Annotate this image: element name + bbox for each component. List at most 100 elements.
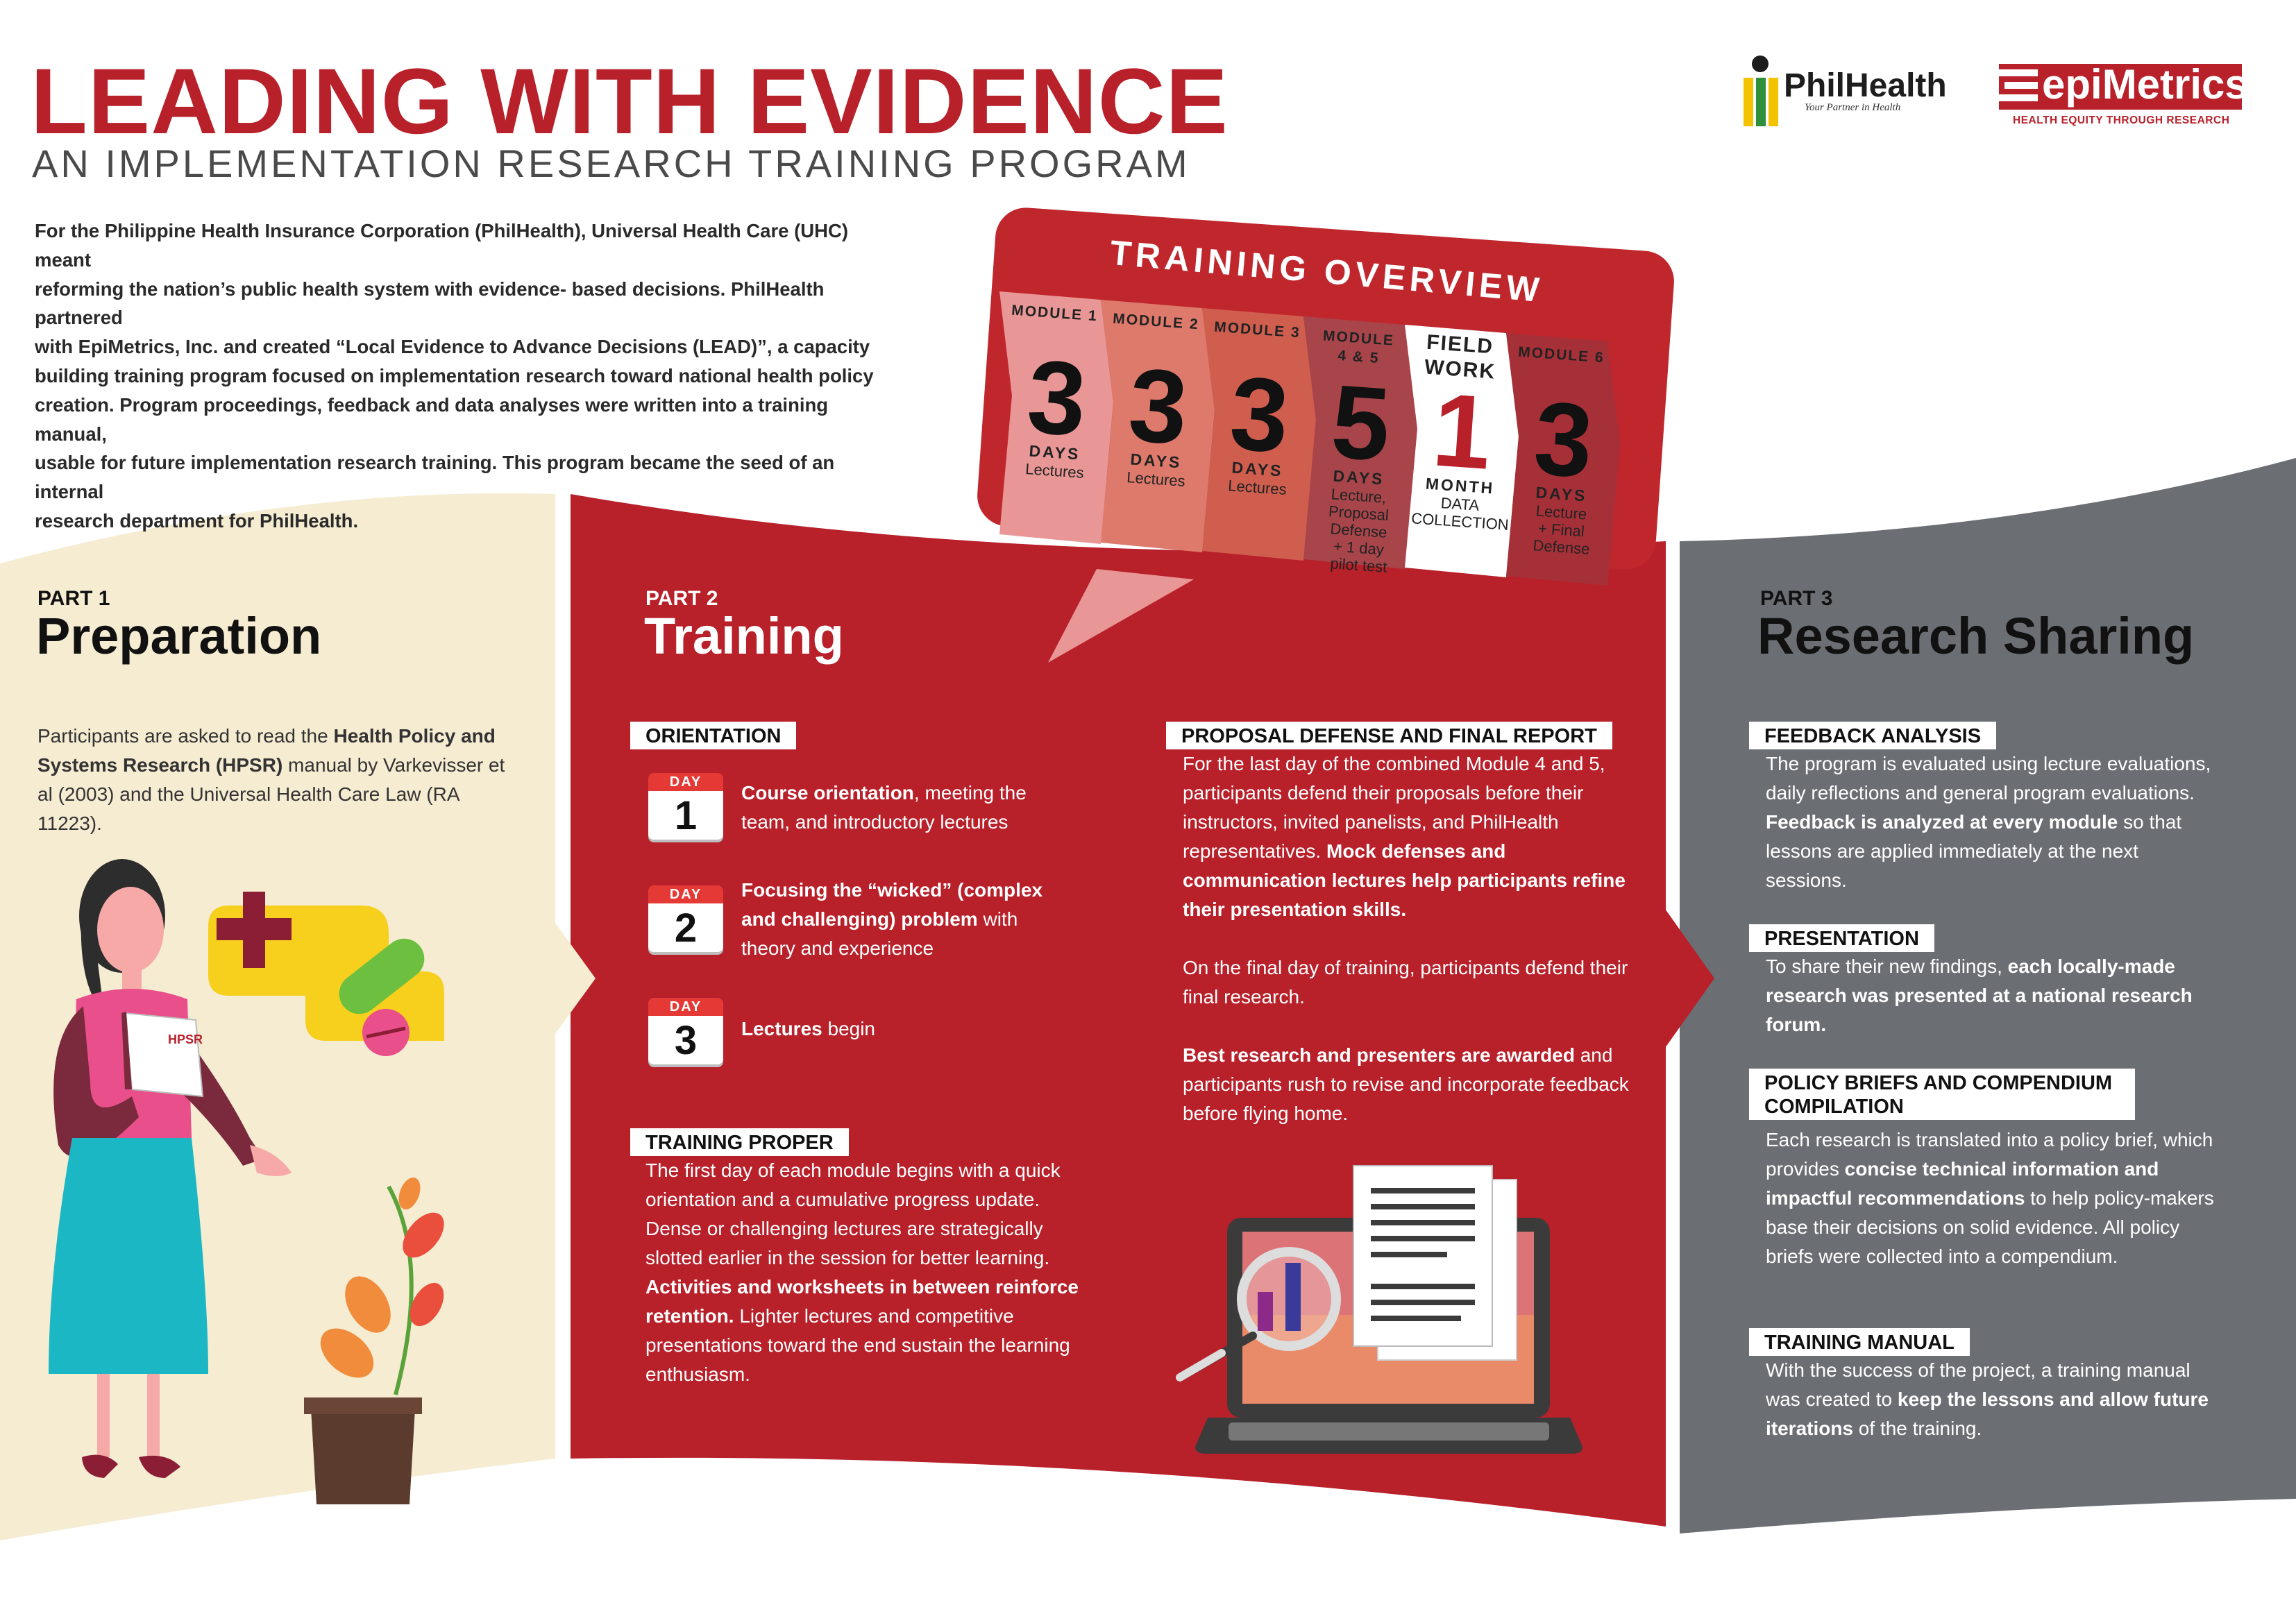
orientation-heading-text: ORIENTATION xyxy=(630,722,797,749)
training-manual-rich: With the success of the project, a train… xyxy=(1766,1359,2209,1439)
module-desc: Defense xyxy=(1533,536,1590,558)
calendar-icon: DAY 2 xyxy=(648,885,723,953)
calendar-day-word: DAY xyxy=(648,773,723,791)
module-desc: Lecture xyxy=(1535,502,1587,522)
proposal-heading-text: PROPOSAL DEFENSE AND FINAL REPORT xyxy=(1166,722,1612,749)
page-subtitle: AN IMPLEMENTATION RESEARCH TRAINING PROG… xyxy=(32,142,1190,185)
text-run: , meeting the team, and introductory lec… xyxy=(741,782,1027,833)
epimetrics-logo-text: epiMetrics xyxy=(2042,61,2248,108)
module-number: 3 xyxy=(1024,337,1090,457)
text-run: For the last day of the combined Module … xyxy=(1183,753,1605,862)
bold-text-run: Mock defenses and communication lectures… xyxy=(1183,840,1626,920)
training-manual-heading-text: TRAINING MANUAL xyxy=(1749,1328,1970,1356)
bold-text-run: keep the lessons and allow future iterat… xyxy=(1766,1388,2209,1439)
module-number: 1 xyxy=(1429,371,1495,491)
bold-text-run: Lectures xyxy=(741,1018,822,1039)
part1-body: Participants are asked to read the Healt… xyxy=(37,722,516,838)
overview-strip xyxy=(1303,316,1417,569)
intro-line: research department for PhilHealth. xyxy=(35,509,359,532)
intro-paragraph: For the Philippine Health Insurance Corp… xyxy=(35,216,895,536)
proposal-paragraph-1: For the last day of the combined Module … xyxy=(1183,749,1634,924)
arrow-right-icon xyxy=(1660,902,1714,1055)
text-run: of the training. xyxy=(1853,1418,1982,1439)
module-number: 3 xyxy=(1530,379,1596,499)
orientation-day1-text: Course orientation, meeting the team, an… xyxy=(741,779,1074,837)
orientation-heading: ORIENTATION xyxy=(630,722,797,749)
text-run: Lighter lectures and competitive present… xyxy=(645,1305,1070,1385)
module-unit: DAYS xyxy=(1333,466,1385,488)
module-desc: + Final xyxy=(1537,520,1585,541)
overview-strip xyxy=(1506,333,1620,586)
part1-title: Preparation xyxy=(36,607,322,665)
policy-briefs-body: Each research is translated into a polic… xyxy=(1766,1125,2224,1271)
text-run: and participants rush to revise and inco… xyxy=(1183,1044,1629,1124)
text-run: with theory and experience xyxy=(741,908,1018,959)
intro-line: with EpiMetrics, Inc. and created “Local… xyxy=(35,336,870,358)
module-number: 5 xyxy=(1328,362,1394,482)
epimetrics-tagline: HEALTH EQUITY THROUGH RESEARCH xyxy=(2013,114,2230,126)
intro-line: reforming the nation’s public health sys… xyxy=(35,278,825,329)
bold-text-run: concise technical information and impact… xyxy=(1766,1158,2159,1209)
text-run: Participants are asked to read the xyxy=(37,725,334,747)
calendar-icon: DAY 3 xyxy=(648,998,723,1066)
intro-line: building training program focused on imp… xyxy=(35,364,874,386)
part3-number: PART 3 xyxy=(1760,587,1833,610)
proposal-heading: PROPOSAL DEFENSE AND FINAL REPORT xyxy=(1166,722,1612,749)
calendar-icon: DAY 1 xyxy=(648,773,723,841)
part2-number-text: PART 2 xyxy=(645,587,718,610)
text-run: The first day of each module begins with… xyxy=(645,1159,1061,1268)
bold-text-run: Health Policy and Systems Research (HPSR… xyxy=(37,725,496,776)
book-label: HPSR xyxy=(168,1033,203,1046)
orientation-day1-rich: Course orientation, meeting the team, an… xyxy=(741,782,1027,833)
intro-line: creation. Program proceedings, feedback … xyxy=(35,393,829,445)
module-desc: Lecture, xyxy=(1331,485,1387,506)
part1-body-text: Participants are asked to read the Healt… xyxy=(37,725,505,834)
module-desc: Lectures xyxy=(1126,468,1186,490)
orientation-day2-rich: Focusing the “wicked” (complex and chall… xyxy=(741,879,1043,959)
arrow-right-icon xyxy=(540,902,596,1055)
text-run: to help policy-makers base their decisio… xyxy=(1766,1187,2214,1267)
module-desc: Lectures xyxy=(1025,460,1085,482)
overview-title: TRAINING OVERVIEW xyxy=(1108,233,1545,309)
proposal-p3-rich: Best research and presenters are awarded… xyxy=(1183,1044,1629,1124)
orientation-day3-rich: Lectures begin xyxy=(741,1018,875,1039)
module-desc: Lectures xyxy=(1228,477,1288,498)
philhealth-logo-text: PhilHealth xyxy=(1784,67,1947,104)
proposal-p1-rich: For the last day of the combined Module … xyxy=(1183,753,1626,920)
module-unit: DAYS xyxy=(1029,441,1081,463)
text-run: To share their new findings, xyxy=(1766,955,2008,977)
text-run: manual by Varkevisser et al (2003) and t… xyxy=(37,754,505,834)
orientation-day2-text: Focusing the “wicked” (complex and chall… xyxy=(741,876,1074,963)
philhealth-tagline: Your Partner in Health xyxy=(1805,102,1901,113)
proposal-paragraph-2: On the final day of training, participan… xyxy=(1183,953,1634,1012)
training-proper-rich: The first day of each module begins with… xyxy=(645,1159,1079,1385)
overview-strip xyxy=(1101,300,1215,552)
overview-strip xyxy=(1405,325,1519,577)
text-run: so that lessons are applied immediately … xyxy=(1766,811,2182,891)
module-desc: Proposal xyxy=(1328,502,1389,524)
philhealth-logo-icon xyxy=(1744,56,1778,126)
calendar-day-number: 2 xyxy=(648,903,723,952)
module-desc: pilot test xyxy=(1330,554,1387,576)
magnifier-icon xyxy=(1176,1247,1341,1382)
module-desc: Defense xyxy=(1330,520,1387,541)
intro-line: usable for future implementation researc… xyxy=(35,452,835,503)
presentation-heading: PRESENTATION xyxy=(1749,924,1934,952)
bold-text-run: each locally-made research was presented… xyxy=(1766,955,2193,1035)
epimetrics-logo-icon xyxy=(1999,64,2242,110)
training-proper-heading: TRAINING PROPER xyxy=(630,1128,849,1156)
proposal-p2-rich: On the final day of training, participan… xyxy=(1183,957,1628,1008)
woman-reading-illustration: HPSR xyxy=(49,859,292,1478)
presentation-heading-text: PRESENTATION xyxy=(1749,924,1934,952)
policy-briefs-heading-text: POLICY BRIEFS AND COMPENDIUM COMPILATION xyxy=(1749,1069,2135,1120)
module-number: 3 xyxy=(1125,346,1191,466)
overview-strip xyxy=(1202,308,1316,561)
intro-line: For the Philippine Health Insurance Corp… xyxy=(35,220,848,271)
text-run: Each research is translated into a polic… xyxy=(1766,1129,2213,1180)
feedback-heading: FEEDBACK ANALYSIS xyxy=(1749,722,1997,749)
policy-briefs-heading: POLICY BRIEFS AND COMPENDIUM COMPILATION xyxy=(1749,1069,2135,1120)
training-proper-body: The first day of each module begins with… xyxy=(645,1156,1090,1389)
